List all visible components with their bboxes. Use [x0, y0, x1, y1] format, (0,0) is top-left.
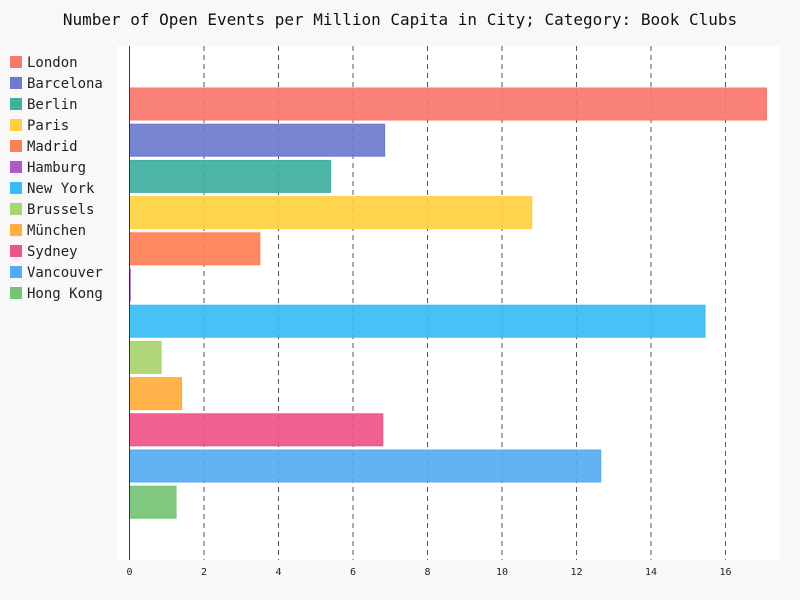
legend-label: Madrid [27, 139, 78, 155]
bar-new-york [129, 304, 706, 338]
legend-label: London [27, 55, 78, 71]
legend-swatch [10, 161, 22, 173]
legend-swatch [10, 182, 22, 194]
x-tick-label: 0 [126, 567, 132, 578]
legend-swatch [10, 287, 22, 299]
legend-label: Berlin [27, 97, 78, 113]
legend-swatch [10, 224, 22, 236]
bar-hong-kong [129, 485, 177, 519]
legend-label: Paris [27, 118, 69, 134]
x-tick-labels: 0 2 4 6 8 10 12 14 16 [126, 567, 731, 578]
legend-label: München [27, 223, 86, 239]
legend: London Barcelona Berlin Paris Madrid Hamburg N… [10, 55, 103, 302]
legend-swatch [10, 140, 22, 152]
legend-swatch [10, 98, 22, 110]
bars [129, 87, 767, 519]
bar-m-nchen [129, 377, 183, 411]
chart-title: Number of Open Events per Million Capita… [62, 10, 738, 29]
legend-swatch [10, 119, 22, 131]
x-tick-label: 8 [424, 567, 430, 578]
x-tick-label: 10 [496, 567, 508, 578]
legend-label: New York [27, 181, 95, 197]
x-tick-label: 14 [645, 567, 657, 578]
legend-swatch [10, 245, 22, 257]
legend-swatch [10, 56, 22, 68]
legend-label: Vancouver [27, 265, 103, 281]
bar-brussels [129, 340, 162, 374]
x-tick-label: 16 [719, 567, 731, 578]
legend-label: Barcelona [27, 76, 103, 92]
legend-label: Hong Kong [27, 286, 103, 302]
x-tick-label: 6 [350, 567, 356, 578]
bar-vancouver [129, 449, 602, 483]
legend-swatch [10, 266, 22, 278]
legend-swatch [10, 77, 22, 89]
legend-label: Brussels [27, 202, 94, 218]
bar-sydney [129, 413, 384, 447]
legend-swatch [10, 203, 22, 215]
bar-madrid [129, 232, 261, 266]
x-tick-label: 4 [275, 567, 281, 578]
bar-berlin [129, 159, 332, 193]
legend-label: Hamburg [27, 160, 86, 176]
bar-paris [129, 196, 533, 230]
plot-background [117, 46, 780, 560]
bar-barcelona [129, 123, 386, 157]
x-tick-label: 2 [201, 567, 207, 578]
x-tick-label: 12 [570, 567, 582, 578]
legend-label: Sydney [27, 244, 78, 260]
bar-london [129, 87, 767, 121]
